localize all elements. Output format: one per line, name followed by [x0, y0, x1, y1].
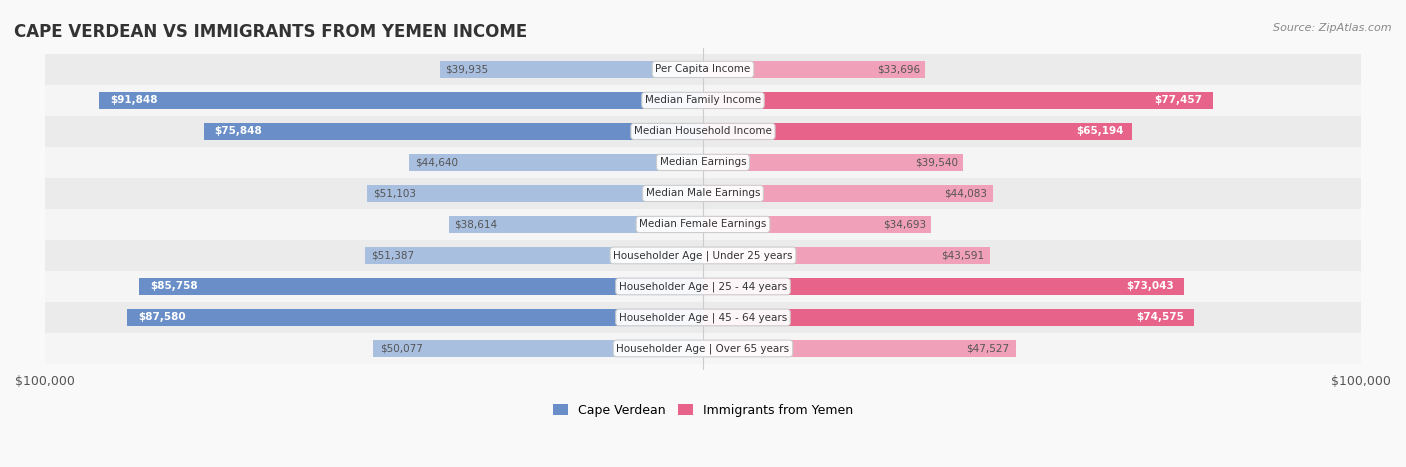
- Bar: [45, 271, 1361, 302]
- Text: $65,194: $65,194: [1076, 127, 1123, 136]
- Bar: [703, 185, 993, 202]
- Text: Householder Age | 45 - 64 years: Householder Age | 45 - 64 years: [619, 312, 787, 323]
- Text: $44,083: $44,083: [945, 188, 987, 198]
- Text: Householder Age | Under 25 years: Householder Age | Under 25 years: [613, 250, 793, 261]
- Bar: [703, 309, 1194, 326]
- Text: CAPE VERDEAN VS IMMIGRANTS FROM YEMEN INCOME: CAPE VERDEAN VS IMMIGRANTS FROM YEMEN IN…: [14, 23, 527, 42]
- Bar: [703, 278, 1184, 295]
- Legend: Cape Verdean, Immigrants from Yemen: Cape Verdean, Immigrants from Yemen: [548, 399, 858, 422]
- Bar: [367, 185, 703, 202]
- Text: Median Female Earnings: Median Female Earnings: [640, 219, 766, 229]
- Text: $47,527: $47,527: [966, 343, 1010, 354]
- Text: $39,935: $39,935: [446, 64, 488, 74]
- Bar: [449, 216, 703, 233]
- Bar: [139, 278, 703, 295]
- Text: $39,540: $39,540: [915, 157, 957, 168]
- Text: $77,457: $77,457: [1154, 95, 1202, 106]
- Bar: [703, 92, 1213, 109]
- Text: $51,387: $51,387: [371, 250, 415, 261]
- Bar: [45, 54, 1361, 85]
- Text: $34,693: $34,693: [883, 219, 927, 229]
- Text: Householder Age | Over 65 years: Householder Age | Over 65 years: [616, 343, 790, 354]
- Text: $74,575: $74,575: [1136, 312, 1184, 322]
- Bar: [703, 340, 1015, 357]
- Bar: [45, 209, 1361, 240]
- Bar: [703, 123, 1132, 140]
- Bar: [45, 178, 1361, 209]
- Text: $87,580: $87,580: [138, 312, 186, 322]
- Text: $75,848: $75,848: [214, 127, 262, 136]
- Bar: [374, 340, 703, 357]
- Bar: [45, 333, 1361, 364]
- Text: Median Male Earnings: Median Male Earnings: [645, 188, 761, 198]
- Text: $50,077: $50,077: [380, 343, 423, 354]
- Text: $43,591: $43,591: [941, 250, 984, 261]
- Text: $51,103: $51,103: [374, 188, 416, 198]
- Text: Median Family Income: Median Family Income: [645, 95, 761, 106]
- Bar: [45, 85, 1361, 116]
- Bar: [703, 216, 931, 233]
- Bar: [127, 309, 703, 326]
- Bar: [45, 240, 1361, 271]
- Text: Median Household Income: Median Household Income: [634, 127, 772, 136]
- Text: $73,043: $73,043: [1126, 282, 1174, 291]
- Text: $91,848: $91,848: [111, 95, 157, 106]
- Bar: [45, 147, 1361, 178]
- Bar: [703, 154, 963, 171]
- Bar: [409, 154, 703, 171]
- Text: $33,696: $33,696: [877, 64, 921, 74]
- Text: Per Capita Income: Per Capita Income: [655, 64, 751, 74]
- Bar: [45, 116, 1361, 147]
- Bar: [204, 123, 703, 140]
- Text: $38,614: $38,614: [454, 219, 498, 229]
- Bar: [98, 92, 703, 109]
- Text: Source: ZipAtlas.com: Source: ZipAtlas.com: [1274, 23, 1392, 33]
- Bar: [440, 61, 703, 78]
- Text: Householder Age | 25 - 44 years: Householder Age | 25 - 44 years: [619, 281, 787, 292]
- Text: $85,758: $85,758: [150, 282, 198, 291]
- Bar: [703, 247, 990, 264]
- Bar: [364, 247, 703, 264]
- Text: Median Earnings: Median Earnings: [659, 157, 747, 168]
- Bar: [703, 61, 925, 78]
- Text: $44,640: $44,640: [415, 157, 458, 168]
- Bar: [45, 302, 1361, 333]
